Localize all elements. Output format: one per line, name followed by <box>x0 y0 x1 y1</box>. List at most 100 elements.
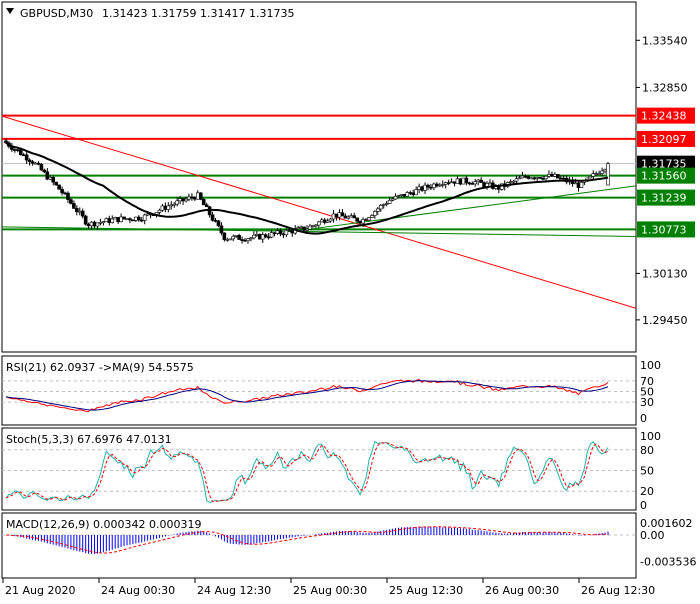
candle <box>30 161 35 164</box>
candle <box>163 205 168 210</box>
time-tick-label: 26 Aug 00:30 <box>485 584 559 597</box>
candle <box>128 218 132 221</box>
candle <box>573 182 578 185</box>
candle <box>134 216 138 221</box>
candle <box>405 192 410 197</box>
candle <box>364 219 368 221</box>
candle <box>343 215 348 219</box>
candle <box>198 192 203 200</box>
candle <box>556 174 560 179</box>
candle <box>532 177 537 180</box>
candle <box>92 221 97 227</box>
price-panel[interactable]: 1.33540 1.32850 1.30130 1.29450 1.32438 1.320… <box>1 1 695 353</box>
candle <box>263 234 268 238</box>
candle <box>384 203 389 205</box>
candle <box>443 182 448 185</box>
price-level-tag-label: 1.31239 <box>641 192 687 205</box>
candle <box>319 219 324 223</box>
price-tick-label: 1.33540 <box>642 34 688 47</box>
candle <box>222 232 227 240</box>
candle <box>243 239 247 242</box>
candle <box>414 189 418 196</box>
candle <box>210 214 215 221</box>
candle <box>553 174 557 177</box>
stoch-panel-frame <box>1 427 637 511</box>
candle <box>367 217 371 221</box>
candle <box>142 214 147 221</box>
candle <box>308 225 312 230</box>
candle <box>399 194 404 196</box>
price-axis: 1.33540 1.32850 1.30130 1.29450 1.32438 1.320… <box>636 34 695 327</box>
candle <box>349 215 354 218</box>
candle <box>237 235 241 240</box>
candle <box>426 184 430 188</box>
axis-tick-label: 20 <box>640 485 654 498</box>
price-level-tag-label: 1.32097 <box>641 133 687 146</box>
candle <box>470 183 475 185</box>
candle <box>558 177 563 180</box>
candle <box>257 233 262 240</box>
candle <box>204 204 209 208</box>
candle <box>36 162 41 165</box>
chart-ohlc: 1.31423 1.31759 1.31417 1.31735 <box>102 7 294 20</box>
price-level-tag <box>637 189 695 206</box>
axis-tick-label: 50 <box>640 386 654 399</box>
candle <box>302 226 306 231</box>
candle <box>523 175 528 178</box>
candle <box>378 205 383 210</box>
time-tick-label: 24 Aug 00:30 <box>101 584 175 597</box>
candle <box>272 232 277 234</box>
candle <box>219 225 224 234</box>
candle <box>157 209 162 213</box>
candle <box>101 221 106 223</box>
candle <box>125 218 129 220</box>
trendline-resistance <box>1 115 637 309</box>
candle <box>201 199 206 206</box>
candle <box>417 186 421 190</box>
candle <box>18 149 23 156</box>
candle <box>139 219 144 222</box>
candle <box>281 233 286 236</box>
candle <box>69 199 73 204</box>
candle <box>476 179 480 183</box>
candle <box>86 223 91 227</box>
candle <box>373 211 377 216</box>
candle <box>346 216 351 219</box>
candle <box>526 176 531 179</box>
candle <box>337 212 342 218</box>
axis-tick-label: 30 <box>640 396 654 409</box>
price-tick-label: 1.30130 <box>642 267 688 280</box>
axis-tick-label: 100 <box>640 430 661 443</box>
axis-tick-label: 80 <box>640 444 654 457</box>
time-tick-label: 25 Aug 12:30 <box>389 584 463 597</box>
price-level-tag-label: 1.31735 <box>641 158 687 171</box>
candle <box>160 205 165 211</box>
candle <box>458 178 463 185</box>
candle <box>517 177 522 180</box>
candle <box>358 220 362 224</box>
candle <box>437 184 442 187</box>
candle <box>72 203 76 209</box>
candle <box>402 194 407 197</box>
candle <box>520 175 525 179</box>
price-tick-label: 1.32850 <box>642 81 688 94</box>
price-level-tag <box>637 221 695 238</box>
candle <box>119 216 123 223</box>
candle <box>107 218 112 223</box>
candle <box>420 186 424 191</box>
axis-tick-label: 70 <box>640 375 654 388</box>
candle <box>21 154 26 157</box>
candle <box>508 181 513 183</box>
candle <box>396 195 401 197</box>
collapse-triangle-icon[interactable] <box>6 8 14 14</box>
candle <box>340 212 345 217</box>
candle <box>594 173 598 175</box>
candle <box>473 181 478 185</box>
candle <box>435 183 439 187</box>
candle <box>550 173 554 177</box>
candle <box>541 178 545 180</box>
